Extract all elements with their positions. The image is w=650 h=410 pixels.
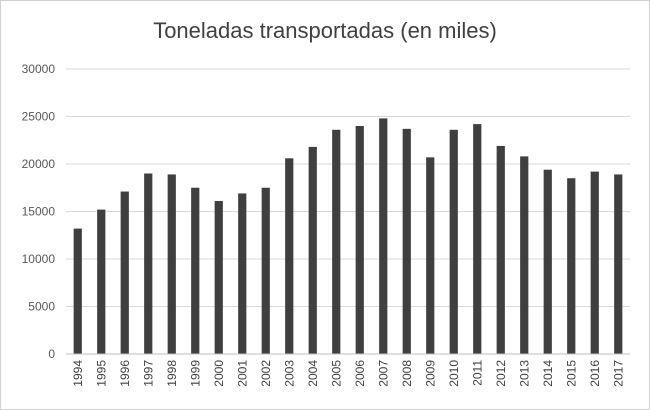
bar-1997 (144, 173, 153, 354)
bar-2002 (261, 187, 270, 354)
x-tick-label: 2011 (470, 360, 484, 386)
bars (73, 118, 623, 355)
y-tick-label: 30000 (22, 62, 56, 76)
bar-2012 (496, 145, 505, 354)
bar-1994 (73, 228, 82, 354)
x-tick-label: 2009 (423, 360, 437, 387)
y-tick-label: 0 (48, 347, 55, 361)
x-tick-label: 1996 (118, 360, 132, 387)
bar-2010 (449, 129, 458, 354)
y-tick-label: 15000 (22, 205, 56, 219)
bar-2001 (238, 193, 247, 354)
bar-1999 (191, 187, 200, 354)
x-tick-label: 2010 (447, 360, 461, 387)
bar-2017 (614, 174, 623, 354)
x-tick-label: 2015 (564, 360, 578, 387)
x-tick-label: 2013 (517, 360, 531, 387)
bar-1998 (167, 174, 176, 354)
bar-2013 (520, 156, 529, 354)
bar-2014 (543, 169, 552, 354)
x-tick-label: 2005 (329, 360, 343, 387)
bar-2006 (355, 126, 364, 354)
bar-2015 (567, 178, 576, 354)
x-tick-label: 1995 (94, 360, 108, 387)
bar-2007 (379, 118, 388, 355)
x-tick-label: 2003 (282, 360, 296, 387)
x-tick-label: 2006 (353, 360, 367, 387)
x-tick-label: 1994 (71, 360, 85, 387)
x-tick-label: 2017 (611, 360, 625, 387)
x-tick-label: 2008 (400, 360, 414, 387)
gridlines (66, 68, 630, 307)
x-tick-label: 1999 (188, 360, 202, 387)
x-axis-ticks: 1994 1995 1996 1997 1998 1999 2000 2001 2002 2003… (71, 360, 626, 387)
bar-2008 (402, 128, 411, 354)
y-axis-ticks: 0 5000 10000 15000 20000 25000 30000 (22, 62, 56, 361)
x-tick-label: 1997 (141, 360, 155, 387)
y-tick-label: 10000 (22, 252, 56, 266)
x-tick-label: 2001 (235, 360, 249, 387)
bar-2003 (285, 158, 294, 354)
y-tick-label: 25000 (22, 110, 56, 124)
bar-2016 (590, 171, 599, 354)
x-tick-label: 1998 (165, 360, 179, 387)
x-tick-label: 2014 (541, 360, 555, 387)
bar-1996 (120, 191, 129, 354)
bar-2000 (214, 201, 223, 354)
bar-2011 (473, 124, 482, 354)
x-tick-label: 2002 (259, 360, 273, 387)
x-tick-label: 2004 (306, 360, 320, 387)
bar-2009 (426, 157, 435, 354)
chart-title: Toneladas transportadas (en miles) (153, 18, 497, 43)
x-tick-label: 2007 (376, 360, 390, 387)
bar-2004 (308, 146, 317, 354)
bar-2005 (332, 129, 341, 354)
x-tick-label: 2012 (494, 360, 508, 387)
bar-1995 (97, 209, 106, 354)
x-tick-label: 2000 (212, 360, 226, 387)
x-tick-label: 2016 (588, 360, 602, 387)
y-tick-label: 20000 (22, 157, 56, 171)
y-tick-label: 5000 (28, 300, 55, 314)
